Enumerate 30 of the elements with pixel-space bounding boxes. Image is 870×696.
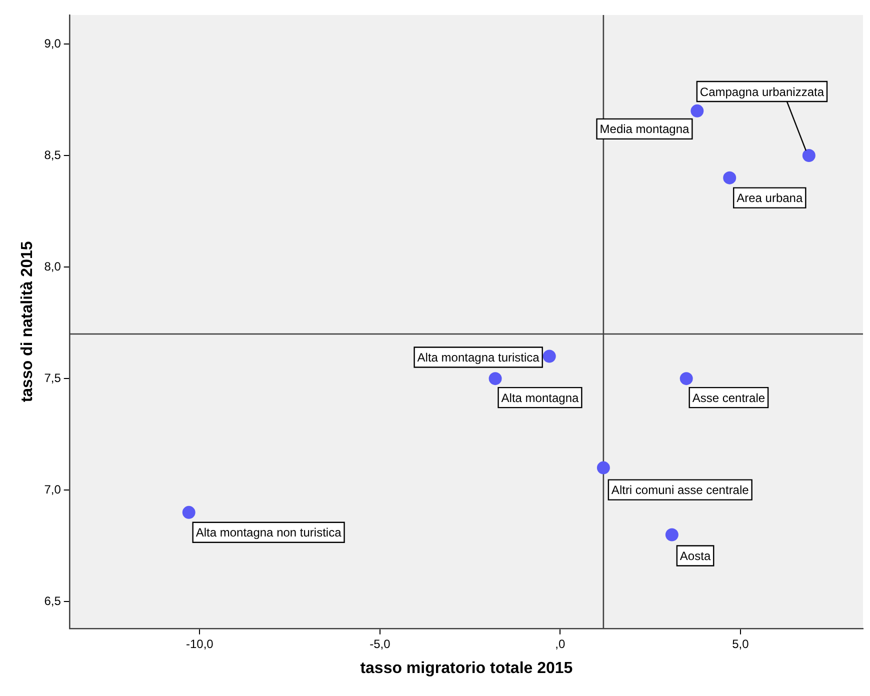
y-tick-label: 7,0 xyxy=(44,482,62,496)
annotation: Alta montagna turistica xyxy=(417,350,540,365)
annotation: Aosta xyxy=(680,549,711,564)
x-axis-title: tasso migratorio totale 2015 xyxy=(360,660,573,677)
annotation: Altri comuni asse centrale xyxy=(611,483,750,498)
point xyxy=(665,528,678,542)
point xyxy=(802,149,816,162)
point xyxy=(680,372,693,386)
annotation: Alta montagna non turistica xyxy=(196,526,342,540)
y-axis-title: tasso di natalità 2015 xyxy=(19,241,36,402)
annotation: Media montagna xyxy=(600,122,690,136)
annotation: Alta montagna xyxy=(501,390,579,405)
y-tick-label: 8,5 xyxy=(44,148,62,162)
y-tick-label: 6,5 xyxy=(44,594,62,608)
x-tick-label: -10,0 xyxy=(186,636,214,651)
annotation: Campagna urbanizzata xyxy=(700,84,824,99)
annotation: Area urbana xyxy=(736,191,803,206)
y-tick-label: 8,0 xyxy=(44,259,62,274)
point xyxy=(542,350,556,363)
point xyxy=(488,372,502,386)
y-tick-label: 9,0 xyxy=(44,36,62,50)
point xyxy=(182,506,196,519)
point xyxy=(723,171,736,184)
x-tick-label: -5,0 xyxy=(370,636,391,651)
annotation: Asse centrale xyxy=(692,390,766,405)
x-tick-label: ,0 xyxy=(555,636,566,651)
point xyxy=(690,104,704,118)
point xyxy=(596,461,610,474)
y-tick-label: 7,5 xyxy=(44,370,62,385)
x-tick-label: 5,0 xyxy=(732,636,750,651)
